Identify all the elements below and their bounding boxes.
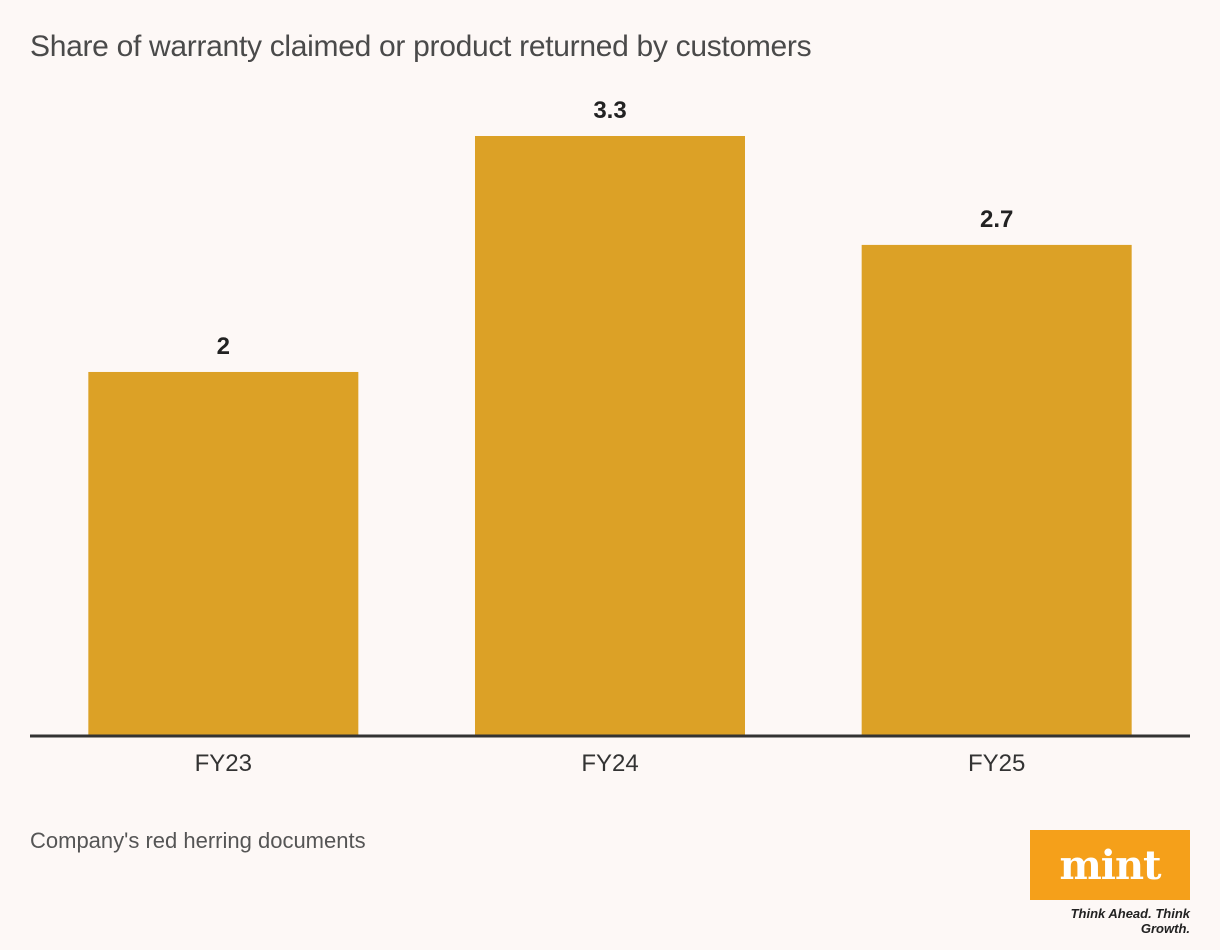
logo-text: mint — [1059, 841, 1161, 889]
bar-chart: 2 FY23 3.3 FY24 2.7 FY25 — [30, 97, 1190, 777]
bar-fy24 — [475, 136, 745, 735]
mint-logo: mint — [1030, 830, 1190, 900]
logo-tagline: Think Ahead. Think Growth. — [1070, 906, 1190, 936]
data-label-fy23: 2 — [217, 333, 230, 360]
data-label-fy24: 3.3 — [593, 97, 626, 124]
x-tick-label-fy24: FY24 — [581, 750, 638, 777]
data-label-fy25: 2.7 — [980, 206, 1013, 233]
bar-fy23 — [88, 371, 359, 735]
x-tick-label-fy25: FY25 — [968, 750, 1025, 777]
x-tick-label-fy23: FY23 — [195, 750, 252, 777]
bar-fy25 — [861, 244, 1132, 735]
chart-title: Share of warranty claimed or product ret… — [30, 30, 812, 63]
source-note: Company's red herring documents — [30, 828, 366, 853]
